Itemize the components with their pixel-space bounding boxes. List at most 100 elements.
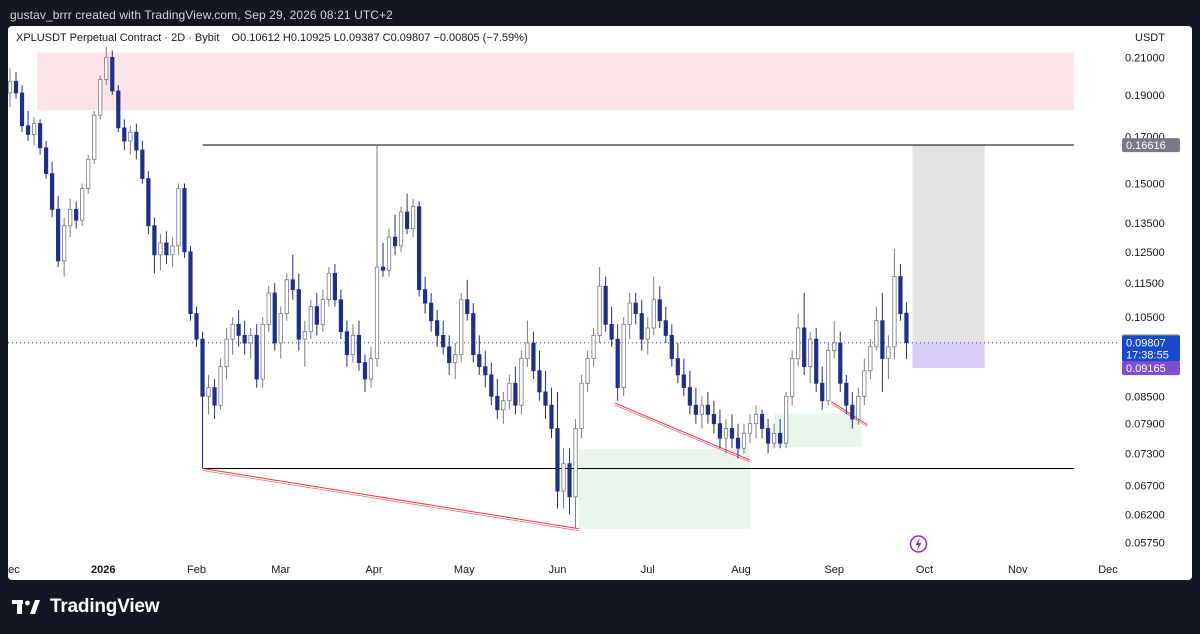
candle-body xyxy=(344,331,350,356)
bear-candle xyxy=(687,370,692,415)
candle-body xyxy=(362,362,368,380)
x-tick-label: Aug xyxy=(731,564,751,576)
candle-body xyxy=(681,374,686,388)
bull-candle xyxy=(645,317,650,355)
bull-candle xyxy=(796,313,801,367)
bull-candle xyxy=(862,358,867,406)
bull-candle xyxy=(176,183,181,255)
tv-logo-icon xyxy=(12,600,40,614)
candle-body xyxy=(808,338,813,368)
bear-candle xyxy=(633,292,638,325)
bull-candle xyxy=(224,327,229,380)
bull-candle xyxy=(651,276,656,336)
bull-candle xyxy=(525,320,530,367)
candle-body xyxy=(880,320,885,359)
candle-body xyxy=(212,387,217,406)
bull-candle xyxy=(31,117,37,146)
candle-body xyxy=(747,423,753,434)
price-tag xyxy=(1122,335,1180,362)
bear-candle xyxy=(56,196,61,268)
candle-body xyxy=(771,432,777,444)
symbol-name[interactable]: XPLUSDT Perpetual Contract · 2D · Bybit xyxy=(16,32,220,44)
candle-body xyxy=(43,147,49,175)
candle-body xyxy=(194,313,199,340)
bear-candle xyxy=(212,379,217,420)
bull-candle xyxy=(591,327,596,367)
ohlc-change: −0.00805 (−7.59%) xyxy=(433,32,528,44)
candle-body xyxy=(398,211,404,247)
bull-candle xyxy=(573,419,578,529)
bull-candle xyxy=(302,320,307,367)
bull-candle xyxy=(723,419,729,454)
candle-body xyxy=(838,342,843,384)
bear-candle xyxy=(693,387,698,424)
candle-body xyxy=(68,208,73,227)
candle-body xyxy=(230,323,235,340)
candle-body xyxy=(128,131,133,142)
bull-candle xyxy=(278,306,283,359)
bull-candle xyxy=(826,342,831,406)
y-tick-label: 0.19000 xyxy=(1125,90,1165,102)
bull-candle xyxy=(585,350,590,392)
candle-body xyxy=(182,188,187,253)
bear-candle xyxy=(537,350,542,401)
bear-candle xyxy=(25,111,31,142)
bull-candle xyxy=(784,391,789,449)
bear-candle xyxy=(19,85,25,133)
candle-body xyxy=(56,208,61,262)
candle-body xyxy=(374,266,380,359)
candle-body xyxy=(675,358,680,376)
currency-label[interactable]: USDT xyxy=(1135,32,1165,44)
candle-body xyxy=(904,312,909,344)
y-tick-label: 0.15000 xyxy=(1125,178,1165,190)
chart-pane[interactable]: 0.21000 0.19000 0.17000 0.15000 0.13500 0.125… xyxy=(8,26,1192,580)
bear-candle xyxy=(489,362,494,406)
candle-body xyxy=(826,350,831,402)
bear-candle xyxy=(705,391,711,424)
candle-body xyxy=(874,320,879,348)
candle-body xyxy=(699,404,704,415)
candle-body xyxy=(591,335,596,359)
axes-layer: 0.210000.190000.170000.150000.135000.125… xyxy=(8,26,1192,580)
bear-candle xyxy=(639,299,644,351)
candle-body xyxy=(693,404,698,415)
bull-candle xyxy=(68,198,73,238)
bear-candle xyxy=(880,292,885,392)
bull-candle xyxy=(308,299,313,340)
candle-body xyxy=(423,289,428,304)
bear-candle xyxy=(778,419,783,449)
candle-body xyxy=(92,114,97,160)
bull-candle xyxy=(80,183,85,226)
candle-body xyxy=(284,279,289,314)
candlestick-chart[interactable]: 0.210000.190000.170000.150000.135000.125… xyxy=(8,26,1192,580)
bull-candle xyxy=(561,448,566,509)
candle-body xyxy=(31,123,37,135)
candle-body xyxy=(603,285,608,325)
bull-candle xyxy=(501,391,506,424)
y-tick-label: 0.10500 xyxy=(1125,312,1165,324)
candle-body xyxy=(302,331,307,340)
candle-body xyxy=(483,366,488,376)
bear-candle xyxy=(13,71,19,99)
candle-body xyxy=(404,211,410,229)
candle-body xyxy=(597,285,602,336)
bear-candle xyxy=(362,354,368,392)
ohlc-low: L0.09387 xyxy=(333,32,380,44)
divergence-trendline xyxy=(202,470,579,532)
bear-candle xyxy=(549,387,554,439)
x-tick-label: Dec xyxy=(1098,564,1118,576)
candle-body xyxy=(669,335,674,359)
candle-body xyxy=(380,266,386,271)
candle-body xyxy=(453,354,458,363)
y-tick-label: 0.06200 xyxy=(1125,510,1165,522)
candle-body xyxy=(260,323,265,380)
symbol-legend[interactable]: XPLUSDT Perpetual Contract · 2D · Bybit … xyxy=(16,32,528,44)
candle-body xyxy=(86,158,91,189)
candle-body xyxy=(898,276,903,314)
candle-body xyxy=(717,423,723,439)
lightning-icon xyxy=(909,535,928,553)
bear-candle xyxy=(332,263,337,307)
candle-body xyxy=(272,292,277,344)
candle-body xyxy=(465,299,470,314)
